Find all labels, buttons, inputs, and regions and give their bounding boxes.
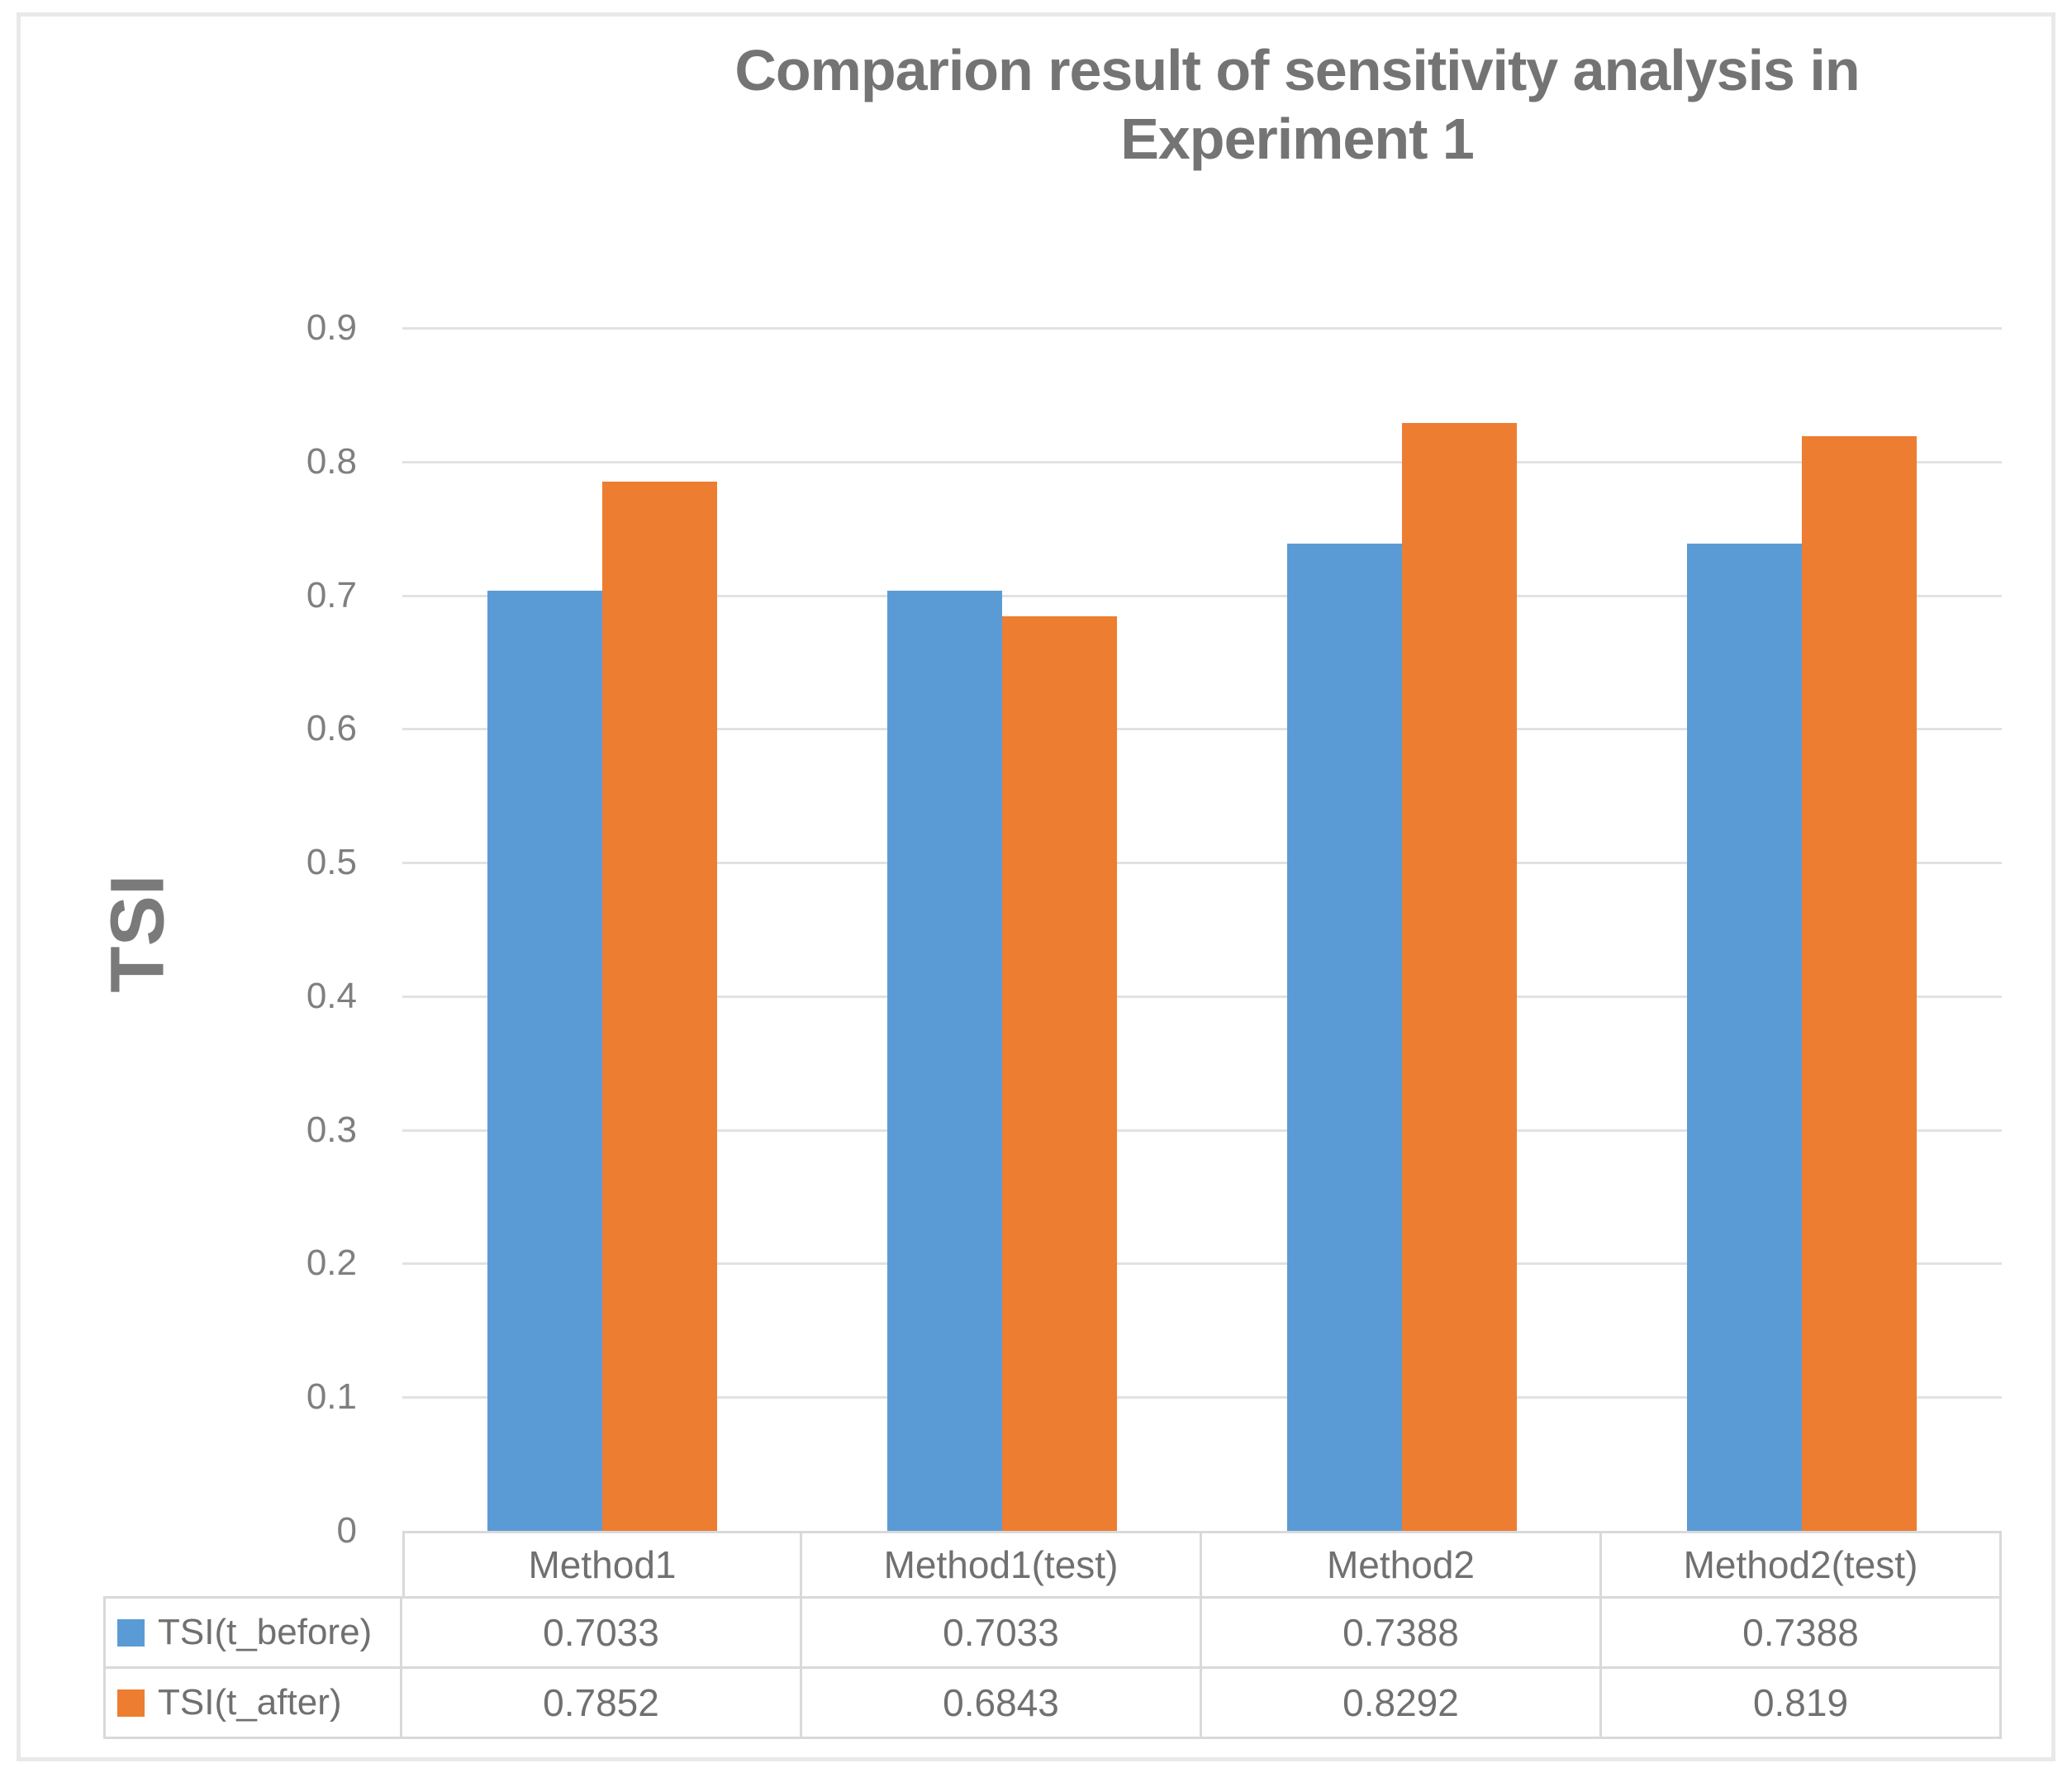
bar-TSI(t_after)-Method1 — [602, 482, 717, 1531]
data-table-row-TSI(t_before): TSI(t_before) 0.7033 0.7033 0.7388 0.7388 — [103, 1599, 2002, 1669]
chart-title: Comparion result of sensitivity analysis… — [522, 36, 2072, 173]
legend-label-TSI(t_before): TSI(t_before) — [158, 1612, 373, 1652]
bar-TSI(t_after)-Method1(test) — [1002, 616, 1117, 1531]
chart-title-line-2: Experiment 1 — [1120, 107, 1475, 171]
plot-area — [402, 327, 2002, 1531]
category-header-Method2: Method2 — [1202, 1531, 1602, 1599]
y-tick-label-0.4: 0.4 — [306, 975, 357, 1016]
y-tick-label-0.6: 0.6 — [306, 708, 357, 749]
gridline-0.5 — [402, 862, 2002, 865]
data-table: Method1 Method1(test) Method2 Method2(test)… — [103, 1531, 2002, 1739]
bar-TSI(t_after)-Method2(test) — [1802, 436, 1917, 1531]
value-cell-TSI(t_before)-Method2(test): 0.7388 — [1602, 1599, 2002, 1669]
legend-swatch-TSI(t_before) — [117, 1618, 145, 1647]
y-tick-label-0.2: 0.2 — [306, 1243, 357, 1284]
value-cell-TSI(t_after)-Method1(test): 0.6843 — [802, 1669, 1202, 1739]
bar-TSI(t_before)-Method1(test) — [887, 591, 1002, 1531]
value-cell-TSI(t_before)-Method1(test): 0.7033 — [802, 1599, 1202, 1669]
gridline-0.6 — [402, 728, 2002, 731]
value-cell-TSI(t_after)-Method2(test): 0.819 — [1602, 1669, 2002, 1739]
gridline-0.7 — [402, 594, 2002, 597]
value-cell-TSI(t_before)-Method1: 0.7033 — [402, 1599, 802, 1669]
bar-TSI(t_after)-Method2 — [1402, 423, 1517, 1531]
value-cell-TSI(t_after)-Method2: 0.8292 — [1202, 1669, 1602, 1739]
category-header-Method2(test): Method2(test) — [1602, 1531, 2002, 1599]
y-tick-label-0.5: 0.5 — [306, 842, 357, 883]
y-tick-label-0.9: 0.9 — [306, 307, 357, 348]
gridline-0.9 — [402, 327, 2002, 330]
value-cell-TSI(t_after)-Method1: 0.7852 — [402, 1669, 802, 1739]
category-header-Method1(test): Method1(test) — [802, 1531, 1202, 1599]
category-header-Method1: Method1 — [402, 1531, 802, 1599]
bar-TSI(t_before)-Method1 — [487, 591, 602, 1531]
y-axis-title: TSI — [95, 874, 180, 993]
y-tick-label-0.1: 0.1 — [306, 1376, 357, 1418]
gridline-0.1 — [402, 1396, 2002, 1399]
data-table-row-TSI(t_after): TSI(t_after) 0.7852 0.6843 0.8292 0.819 — [103, 1669, 2002, 1739]
chart-title-line-1: Comparion result of sensitivity analysis… — [734, 38, 1860, 102]
value-cell-TSI(t_before)-Method2: 0.7388 — [1202, 1599, 1602, 1669]
legend-swatch-TSI(t_after) — [117, 1689, 145, 1717]
y-tick-label-0.8: 0.8 — [306, 440, 357, 482]
data-table-header-row: Method1 Method1(test) Method2 Method2(test) — [103, 1531, 2002, 1599]
gridline-0.2 — [402, 1262, 2002, 1266]
gridline-0.4 — [402, 995, 2002, 998]
y-tick-label-0: 0 — [336, 1510, 357, 1551]
legend-cell-TSI(t_before): TSI(t_before) — [103, 1599, 402, 1669]
y-tick-label-0.7: 0.7 — [306, 574, 357, 615]
gridline-0.8 — [402, 460, 2002, 463]
bar-TSI(t_before)-Method2 — [1287, 544, 1402, 1531]
bar-TSI(t_before)-Method2(test) — [1687, 544, 1802, 1531]
data-table-corner-cell — [103, 1531, 402, 1599]
legend-label-TSI(t_after): TSI(t_after) — [158, 1682, 342, 1723]
legend-cell-TSI(t_after): TSI(t_after) — [103, 1669, 402, 1739]
gridline-0.3 — [402, 1129, 2002, 1132]
y-tick-label-0.3: 0.3 — [306, 1109, 357, 1150]
